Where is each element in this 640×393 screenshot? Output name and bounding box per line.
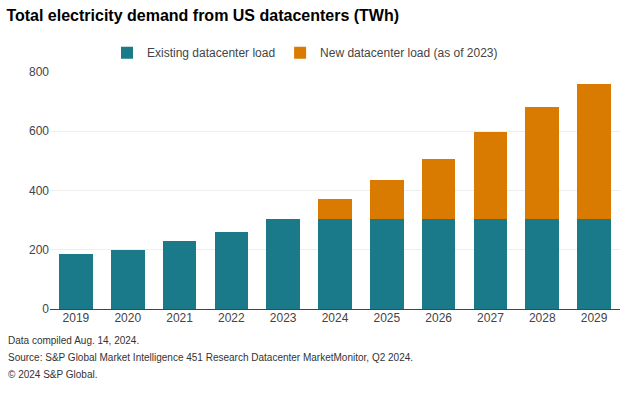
svg-text:600: 600: [29, 124, 49, 138]
svg-text:2020: 2020: [114, 311, 141, 325]
svg-text:New datacenter load (as of 202: New datacenter load (as of 2023): [320, 46, 497, 60]
svg-text:800: 800: [29, 65, 49, 79]
svg-text:Data compiled Aug. 14, 2024.: Data compiled Aug. 14, 2024.: [8, 335, 139, 346]
svg-text:Source: S&P Global Market Inte: Source: S&P Global Market Intelligence 4…: [8, 352, 413, 363]
svg-text:2022: 2022: [218, 311, 245, 325]
svg-text:0: 0: [42, 302, 49, 316]
svg-text:2019: 2019: [63, 311, 90, 325]
svg-text:200: 200: [29, 243, 49, 257]
svg-text:2024: 2024: [322, 311, 349, 325]
svg-text:2027: 2027: [477, 311, 504, 325]
svg-text:© 2024 S&P Global.: © 2024 S&P Global.: [8, 369, 97, 380]
svg-text:2026: 2026: [425, 311, 452, 325]
svg-text:2025: 2025: [373, 311, 400, 325]
svg-text:Total electricity demand from: Total electricity demand from US datacen…: [6, 7, 399, 24]
svg-text:2029: 2029: [581, 311, 608, 325]
svg-text:400: 400: [29, 184, 49, 198]
svg-text:2021: 2021: [166, 311, 193, 325]
svg-text:2028: 2028: [529, 311, 556, 325]
svg-text:Existing datacenter load: Existing datacenter load: [147, 46, 275, 60]
svg-text:2023: 2023: [270, 311, 297, 325]
